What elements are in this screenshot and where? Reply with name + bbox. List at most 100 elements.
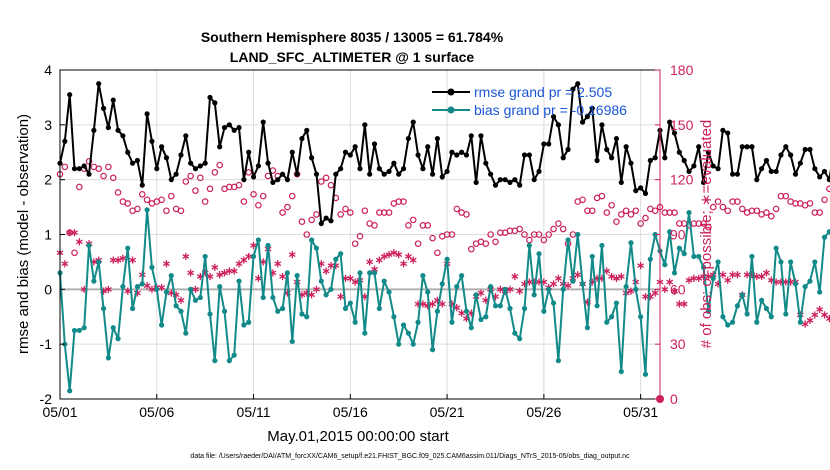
rmse-point [710, 163, 716, 169]
rmse-point [250, 174, 257, 180]
bias-point [618, 368, 624, 375]
asterisk-stroke [259, 259, 267, 265]
possible-point [588, 207, 596, 215]
possible-point [763, 209, 770, 216]
rmse-point [134, 157, 141, 164]
possible-point [158, 196, 165, 204]
asterisk-stroke [332, 263, 340, 268]
evaluated-point [675, 300, 683, 308]
rmse-point [270, 179, 276, 186]
y-right-tick-label: 30 [670, 336, 686, 352]
possible-point [613, 218, 620, 226]
asterisk-stroke [429, 301, 437, 307]
bias-point [294, 273, 300, 279]
possible-point [100, 172, 107, 180]
rmse-point [405, 135, 411, 142]
evaluated-point [724, 276, 732, 284]
bias-point [144, 207, 150, 213]
possible-point [772, 205, 780, 213]
bias-point [434, 308, 441, 314]
bias-point [338, 251, 344, 257]
asterisk-stroke [371, 266, 378, 272]
rmse-point [715, 166, 721, 172]
asterisk-stroke [279, 274, 287, 279]
legend-rmse-label: rmse grand pr = 2.505 [474, 84, 612, 100]
bias-point [526, 242, 532, 249]
possible-point [642, 214, 649, 222]
bias-point [318, 278, 324, 284]
rmse-point [197, 163, 203, 169]
asterisk-stroke [313, 286, 320, 292]
bias-point [826, 229, 830, 235]
rmse-point [492, 182, 499, 188]
y-left-tick-label: 0 [44, 281, 52, 297]
possible-point [143, 196, 151, 204]
rmse-point [415, 152, 421, 158]
asterisk-stroke [496, 286, 504, 292]
possible-point [187, 172, 194, 180]
bias-point [115, 336, 121, 342]
asterisk-stroke [758, 274, 766, 279]
possible-point [555, 220, 562, 227]
possible-point [559, 225, 567, 233]
bias-point [246, 319, 252, 325]
bias-point [333, 256, 339, 262]
bias-point [299, 311, 305, 317]
rmse-point [168, 177, 174, 183]
bias-point [439, 281, 445, 287]
evaluated-point [240, 256, 248, 264]
evaluated-point [216, 271, 224, 279]
asterisk-stroke [245, 254, 253, 259]
bias-point [662, 262, 668, 268]
possible-point [356, 233, 364, 240]
asterisk-stroke [671, 288, 678, 294]
rmse-point [778, 152, 784, 158]
asterisk-stroke [511, 274, 519, 279]
evaluated-point [404, 252, 412, 261]
evaluated-point [119, 254, 127, 262]
rmse-point [236, 124, 242, 131]
bias-point [560, 286, 566, 292]
bias-point [183, 330, 189, 336]
bias-point [638, 314, 644, 320]
possible-point [550, 225, 557, 233]
possible-point [317, 178, 325, 185]
bias-point [67, 388, 73, 394]
rmse-point [681, 157, 687, 164]
bias-point [163, 289, 170, 295]
bias-point [221, 308, 228, 314]
rmse-point [691, 163, 697, 169]
rmse-point [807, 146, 813, 153]
rmse-point [381, 171, 387, 177]
possible-point [192, 187, 199, 194]
possible-point [617, 211, 625, 218]
rmse-point [473, 179, 479, 186]
bias-point [178, 308, 184, 314]
rmse-point [531, 177, 537, 183]
bias-point [328, 286, 334, 292]
asterisk-stroke [404, 254, 412, 259]
asterisk-stroke [477, 290, 485, 296]
asterisk-stroke [613, 276, 620, 281]
possible-point [211, 169, 219, 176]
rmse-point [618, 179, 624, 186]
bias-point [521, 305, 528, 312]
asterisk-stroke [695, 276, 703, 281]
rmse-point [246, 149, 252, 155]
possible-point [540, 236, 548, 244]
evaluated-point [245, 252, 253, 261]
bias-point [715, 259, 721, 265]
possible-point [434, 249, 441, 257]
rmse-point [163, 155, 170, 161]
evaluated-point [651, 289, 659, 297]
bias-point [381, 278, 387, 284]
evaluated-point [322, 267, 330, 275]
bias-point [633, 286, 639, 292]
possible-point [114, 189, 122, 196]
y-left-tick-label: 1 [44, 227, 52, 243]
possible-point [134, 205, 141, 213]
bias-point [236, 278, 242, 284]
evaluated-point [704, 272, 712, 281]
rmse-point [110, 97, 116, 103]
asterisk-stroke [322, 268, 330, 274]
